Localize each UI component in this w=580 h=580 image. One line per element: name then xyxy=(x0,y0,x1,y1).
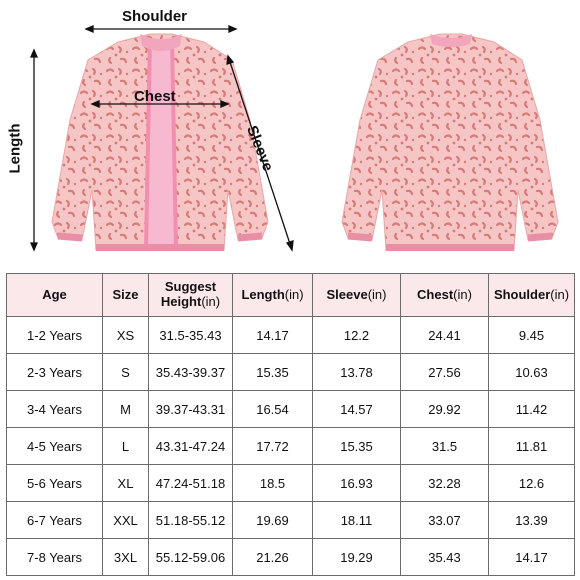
table-row: 5-6 Years XL 47.24-51.18 18.5 16.93 32.2… xyxy=(6,464,575,502)
cell-shoulder: 12.6 xyxy=(488,464,575,502)
size-chart-table: Age Size Suggest Height(in) Length(in) S… xyxy=(6,273,575,576)
measurement-guides xyxy=(30,25,294,252)
front-jacket xyxy=(51,33,269,251)
cell-chest: 27.56 xyxy=(400,353,489,391)
cell-shoulder: 13.39 xyxy=(488,501,575,539)
cell-height: 39.37-43.31 xyxy=(148,390,233,428)
cell-size: S xyxy=(102,353,149,391)
table-row: 1-2 Years XS 31.5-35.43 14.17 12.2 24.41… xyxy=(6,316,575,354)
table-row: 2-3 Years S 35.43-39.37 15.35 13.78 27.5… xyxy=(6,353,575,391)
cell-sleeve: 13.78 xyxy=(312,353,401,391)
cell-length: 15.35 xyxy=(232,353,313,391)
cell-size: XL xyxy=(102,464,149,502)
cell-height: 31.5-35.43 xyxy=(148,316,233,354)
cell-size: 3XL xyxy=(102,538,149,576)
header-sleeve: Sleeve(in) xyxy=(312,273,401,317)
table-row: 4-5 Years L 43.31-47.24 17.72 15.35 31.5… xyxy=(6,427,575,465)
table-row: 7-8 Years 3XL 55.12-59.06 21.26 19.29 35… xyxy=(6,538,575,576)
cell-size: XS xyxy=(102,316,149,354)
cell-height: 35.43-39.37 xyxy=(148,353,233,391)
cell-length: 16.54 xyxy=(232,390,313,428)
cell-chest: 35.43 xyxy=(400,538,489,576)
cell-sleeve: 19.29 xyxy=(312,538,401,576)
header-shoulder: Shoulder(in) xyxy=(488,273,575,317)
cell-chest: 32.28 xyxy=(400,464,489,502)
header-size: Size xyxy=(102,273,149,317)
header-chest: Chest(in) xyxy=(400,273,489,317)
cell-age: 3-4 Years xyxy=(6,390,103,428)
cell-sleeve: 16.93 xyxy=(312,464,401,502)
cell-sleeve: 12.2 xyxy=(312,316,401,354)
cell-chest: 31.5 xyxy=(400,427,489,465)
shoulder-label: Shoulder xyxy=(122,8,188,25)
cell-length: 17.72 xyxy=(232,427,313,465)
cell-height: 47.24-51.18 xyxy=(148,464,233,502)
back-jacket xyxy=(341,33,559,251)
cell-chest: 29.92 xyxy=(400,390,489,428)
cell-age: 1-2 Years xyxy=(6,316,103,354)
table-row: 3-4 Years M 39.37-43.31 16.54 14.57 29.9… xyxy=(6,390,575,428)
cell-chest: 33.07 xyxy=(400,501,489,539)
cell-chest: 24.41 xyxy=(400,316,489,354)
cell-age: 2-3 Years xyxy=(6,353,103,391)
cell-size: XXL xyxy=(102,501,149,539)
cell-shoulder: 9.45 xyxy=(488,316,575,354)
cell-height: 55.12-59.06 xyxy=(148,538,233,576)
cell-length: 21.26 xyxy=(232,538,313,576)
table-row: 6-7 Years XXL 51.18-55.12 19.69 18.11 33… xyxy=(6,501,575,539)
cell-height: 51.18-55.12 xyxy=(148,501,233,539)
cell-age: 6-7 Years xyxy=(6,501,103,539)
cell-sleeve: 18.11 xyxy=(312,501,401,539)
chest-label: Chest xyxy=(134,88,176,105)
cell-age: 7-8 Years xyxy=(6,538,103,576)
cell-length: 19.69 xyxy=(232,501,313,539)
cell-sleeve: 15.35 xyxy=(312,427,401,465)
header-length: Length(in) xyxy=(232,273,313,317)
cell-size: L xyxy=(102,427,149,465)
cell-shoulder: 10.63 xyxy=(488,353,575,391)
cell-length: 14.17 xyxy=(232,316,313,354)
cell-shoulder: 14.17 xyxy=(488,538,575,576)
cell-age: 5-6 Years xyxy=(6,464,103,502)
table-header-row: Age Size Suggest Height(in) Length(in) S… xyxy=(6,273,575,317)
cell-age: 4-5 Years xyxy=(6,427,103,465)
jacket-illustration xyxy=(30,25,559,252)
cell-size: M xyxy=(102,390,149,428)
header-suggest-height: Suggest Height(in) xyxy=(148,273,233,317)
cell-shoulder: 11.81 xyxy=(488,427,575,465)
cell-length: 18.5 xyxy=(232,464,313,502)
cell-shoulder: 11.42 xyxy=(488,390,575,428)
length-label: Length xyxy=(6,123,24,174)
header-age: Age xyxy=(6,273,103,317)
cell-height: 43.31-47.24 xyxy=(148,427,233,465)
cell-sleeve: 14.57 xyxy=(312,390,401,428)
